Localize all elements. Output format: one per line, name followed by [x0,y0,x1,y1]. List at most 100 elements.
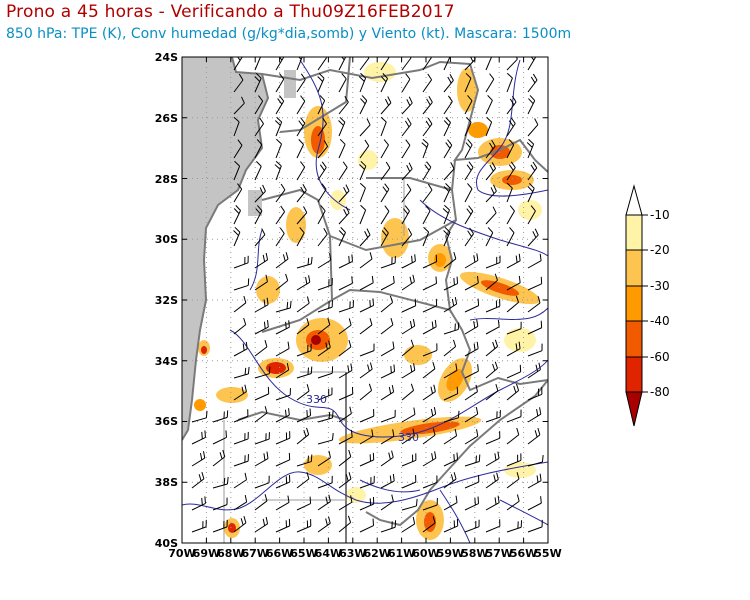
wind-barb [317,410,334,423]
wind-barb [233,116,240,137]
wind-barb [296,519,312,533]
wind-barb [506,182,513,203]
wind-barb [485,319,500,335]
wind-barb [275,495,290,511]
wind-barb [338,318,352,335]
wind-barb [380,364,396,379]
wind-barb [380,409,396,423]
wind-barb [317,183,327,203]
wind-barb [401,516,416,533]
wind-barb [359,318,373,335]
wind-barb [422,516,436,533]
wind-barb [212,497,228,511]
colorbar-bottom-arrow [625,391,643,427]
wind-barb [275,388,291,401]
colorbar-label: -80 [650,385,670,399]
wind-barb [212,410,229,423]
wind-barb [233,255,249,269]
wind-barb [254,340,268,357]
wind-barb [443,495,458,511]
lon-tick-label: 61W [388,547,415,560]
wind-barb [464,139,473,159]
wind-barb [338,429,353,445]
wind-barb [254,475,270,489]
wind-barb [359,343,375,357]
wind-barb [380,205,390,225]
wind-barb [422,298,438,313]
wind-barb [506,321,522,335]
wind-barb [443,117,451,137]
wind-barb [380,256,396,269]
wind-barb [275,475,291,489]
wind-barb [296,496,312,511]
wind-barb [317,433,334,445]
wind-barb [338,300,354,313]
lat-tick-label: 26S [155,112,178,125]
wind-barb [275,341,290,357]
wind-barb [338,406,352,423]
wind-barb [359,496,375,511]
wind-barb [401,319,416,335]
wind-barb [443,339,457,357]
wind-barb [443,251,457,269]
wind-barb [380,341,395,357]
wind-barb [506,205,515,225]
wind-barb [380,450,394,467]
colorbar-label: -60 [650,350,670,364]
wind-barb [380,96,392,115]
wind-barb [506,227,515,247]
wind-barb [359,362,373,379]
wind-barb [527,362,541,379]
wind-barb [254,432,270,445]
colorbar-segment [625,356,643,393]
wind-barb [380,227,389,247]
lat-tick-label: 24S [155,51,178,64]
lat-tick-label: 32S [155,294,178,307]
wind-barb [401,73,411,93]
wind-barb [527,473,542,489]
wind-barb [506,57,518,71]
wind-barb [191,430,206,445]
wind-barb [233,96,245,115]
colorbar-label: -10 [650,208,670,222]
wind-barb [401,139,411,159]
wind-barb [275,183,286,203]
wind-barb [506,139,515,159]
wind-barb [212,476,229,489]
wind-barb [401,162,413,181]
wind-barb [422,451,437,467]
wind-barb [212,519,228,533]
wind-barb [527,228,539,247]
wind-barb [317,475,333,489]
wind-barb [275,320,290,335]
wind-barb [422,73,433,93]
wind-barb [527,343,543,357]
wind-barb [275,408,290,423]
wind-barb [191,496,206,511]
wind-barb [421,138,429,159]
wind-barb [527,407,542,423]
wind-barb [422,475,438,489]
wind-barb [401,117,412,137]
wind-barb [275,452,291,467]
wind-barb [317,205,326,225]
wind-barb [275,273,289,291]
wind-barb [296,117,306,137]
wind-barb [338,515,352,533]
lon-tick-label: 62W [363,547,390,560]
wind-barb [380,520,397,533]
wind-barb [233,205,241,225]
wind-barb [338,227,346,247]
terrain-mask-patch [248,190,262,216]
lon-tick-label: 69W [193,547,220,560]
wind-barb [233,494,248,511]
wind-barb [380,494,394,511]
wind-barb [275,138,282,159]
wind-barb [485,495,500,511]
wind-barb [254,252,269,269]
wind-barb [359,95,368,115]
wind-barb [317,387,333,401]
wind-barb [401,57,412,71]
wind-barb [233,341,248,357]
wind-barb [338,184,350,203]
